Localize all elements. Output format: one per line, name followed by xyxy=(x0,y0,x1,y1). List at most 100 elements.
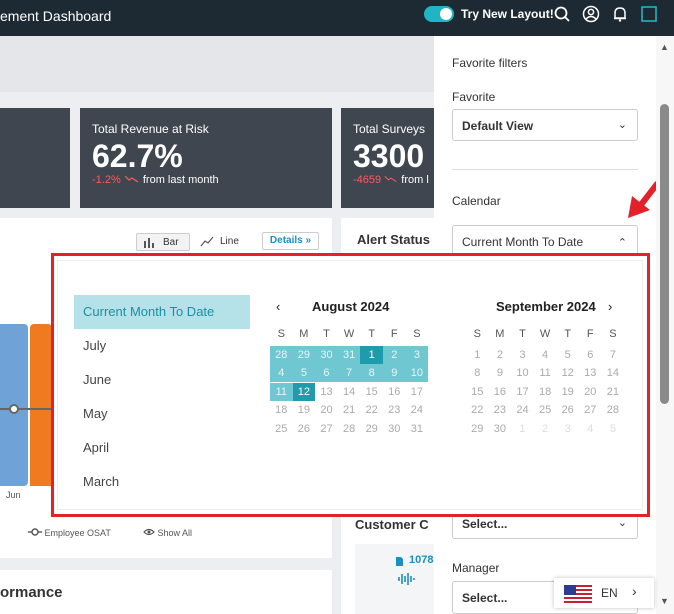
day-cell[interactable]: 24 xyxy=(410,404,424,416)
bell-icon[interactable] xyxy=(611,5,629,23)
day-cell[interactable]: 23 xyxy=(493,404,507,416)
details-button[interactable]: Details » xyxy=(262,232,319,250)
preset-option[interactable]: July xyxy=(83,338,107,353)
day-cell[interactable]: 30 xyxy=(315,345,338,364)
day-cell[interactable]: 25 xyxy=(538,404,552,416)
day-cell[interactable]: 23 xyxy=(388,404,401,416)
scrollbar[interactable]: ▲ ▼ xyxy=(656,36,674,614)
day-cell[interactable]: 24 xyxy=(516,404,529,416)
bar-view-button[interactable]: Bar xyxy=(136,233,190,251)
next-month-icon[interactable]: › xyxy=(608,299,613,314)
day-cell[interactable]: 4 xyxy=(270,364,293,382)
day-cell[interactable]: 18 xyxy=(538,385,552,398)
day-cell[interactable]: 1 xyxy=(360,345,383,364)
day-cell[interactable]: 22 xyxy=(471,404,484,416)
panel-toggle-icon[interactable] xyxy=(640,5,658,23)
language-selector[interactable]: EN › xyxy=(554,578,654,608)
day-cell[interactable]: 17 xyxy=(516,385,529,398)
day-cell[interactable]: 11 xyxy=(270,382,293,401)
day-cell[interactable]: 28 xyxy=(270,345,293,364)
day-cell[interactable]: 12 xyxy=(292,382,316,401)
day-cell[interactable]: 26 xyxy=(297,422,311,435)
day-cell[interactable]: 26 xyxy=(561,404,574,416)
day-cell[interactable]: 2 xyxy=(383,345,406,364)
day-cell[interactable]: 8 xyxy=(474,367,481,379)
user-profile-icon[interactable] xyxy=(582,5,600,23)
calendar-select[interactable]: Current Month To Date ⌃ xyxy=(452,225,638,257)
search-icon[interactable] xyxy=(553,5,571,23)
day-cell[interactable]: 1 xyxy=(474,348,481,361)
day-cell[interactable]: 3 xyxy=(519,348,526,361)
day-cell[interactable]: 29 xyxy=(292,345,316,364)
day-cell[interactable]: 18 xyxy=(275,404,288,416)
weekday-label: T xyxy=(323,328,330,340)
day-cell[interactable]: 9 xyxy=(383,364,406,382)
scroll-down-icon[interactable]: ▼ xyxy=(660,596,669,606)
day-cell[interactable]: 13 xyxy=(320,385,333,398)
day-cell[interactable]: 21 xyxy=(606,385,620,398)
day-cell[interactable]: 3 xyxy=(405,345,429,364)
document-icon xyxy=(396,557,403,566)
day-cell[interactable]: 11 xyxy=(539,367,551,379)
day-cell[interactable]: 6 xyxy=(587,348,594,361)
preset-option[interactable]: Current Month To Date xyxy=(74,295,250,329)
eye-icon xyxy=(143,528,155,536)
line-chart-icon xyxy=(200,236,214,247)
day-cell[interactable]: 29 xyxy=(471,422,484,435)
day-cell[interactable]: 14 xyxy=(342,385,356,398)
day-cell[interactable]: 20 xyxy=(584,385,597,398)
day-cell[interactable]: 27 xyxy=(320,422,333,435)
day-cell[interactable]: 28 xyxy=(342,422,356,435)
day-cell[interactable]: 19 xyxy=(297,404,311,416)
line-view-button[interactable]: Line xyxy=(198,233,246,251)
day-cell[interactable]: 22 xyxy=(365,404,378,416)
day-cell[interactable]: 12 xyxy=(561,367,574,379)
day-cell[interactable]: 25 xyxy=(275,422,288,435)
favorite-select[interactable]: Default View ⌄ xyxy=(452,109,638,141)
day-cell[interactable]: 31 xyxy=(410,422,424,435)
day-cell[interactable]: 5 xyxy=(292,364,316,382)
day-cell[interactable]: 28 xyxy=(606,404,620,416)
legend-employee-osat[interactable]: Employee OSAT xyxy=(28,528,111,538)
day-cell[interactable]: 17 xyxy=(410,385,424,398)
day-cell[interactable]: 16 xyxy=(388,385,401,398)
day-cell[interactable]: 30 xyxy=(388,422,401,435)
day-cell[interactable]: 29 xyxy=(365,422,378,435)
day-cell[interactable]: 19 xyxy=(561,385,574,398)
day-cell[interactable]: 15 xyxy=(365,385,378,398)
prev-month-icon[interactable]: ‹ xyxy=(276,299,281,314)
day-cell[interactable]: 20 xyxy=(320,404,333,416)
day-cell[interactable]: 7 xyxy=(609,348,616,361)
weekday-label: M xyxy=(299,328,309,340)
show-all-toggle[interactable]: Show All xyxy=(143,528,192,538)
day-cell[interactable]: 2 xyxy=(496,348,503,361)
day-cell[interactable]: 30 xyxy=(493,422,507,435)
day-cell[interactable]: 10 xyxy=(405,364,429,382)
day-cell[interactable]: 8 xyxy=(360,364,383,382)
day-cell[interactable]: 16 xyxy=(493,385,507,398)
day-cell[interactable]: 9 xyxy=(496,367,503,379)
day-cell[interactable]: 27 xyxy=(584,404,597,416)
day-cell[interactable]: 4 xyxy=(587,422,594,435)
new-layout-toggle[interactable] xyxy=(424,6,454,22)
day-cell[interactable]: 2 xyxy=(542,422,549,435)
day-cell[interactable]: 1 xyxy=(519,422,526,435)
day-cell[interactable]: 6 xyxy=(315,364,338,382)
day-cell[interactable]: 31 xyxy=(337,345,361,364)
day-cell[interactable]: 4 xyxy=(542,348,549,361)
day-cell[interactable]: 14 xyxy=(606,367,620,379)
day-cell[interactable]: 13 xyxy=(584,367,597,379)
day-cell[interactable]: 3 xyxy=(564,422,571,435)
preset-option[interactable]: May xyxy=(83,406,108,421)
day-cell[interactable]: 5 xyxy=(609,422,616,435)
day-cell[interactable]: 5 xyxy=(564,348,571,361)
preset-option[interactable]: April xyxy=(83,440,110,455)
scroll-up-icon[interactable]: ▲ xyxy=(660,42,669,52)
day-cell[interactable]: 21 xyxy=(342,404,356,416)
day-cell[interactable]: 10 xyxy=(516,367,529,379)
day-cell[interactable]: 7 xyxy=(337,364,361,382)
preset-option[interactable]: June xyxy=(83,372,112,387)
day-cell[interactable]: 15 xyxy=(471,385,484,398)
preset-option[interactable]: March xyxy=(83,474,120,489)
scrollbar-thumb[interactable] xyxy=(660,104,669,404)
